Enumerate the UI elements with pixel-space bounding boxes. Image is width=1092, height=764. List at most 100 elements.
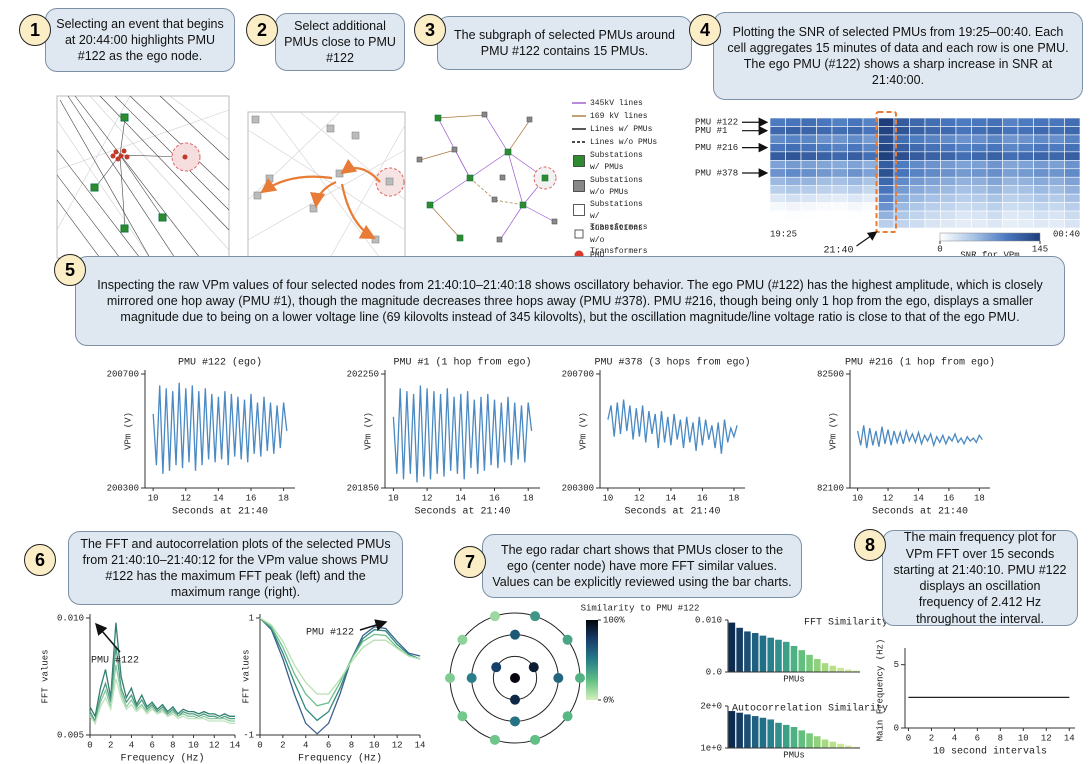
- highlight-column: [875, 111, 897, 233]
- data-line: [856, 425, 983, 449]
- heatmap-cell: [878, 134, 895, 144]
- x-tick-label: 10: [852, 493, 863, 503]
- data-line: [259, 617, 421, 695]
- heatmap-cell: [847, 134, 864, 144]
- step-badge: 3: [414, 14, 446, 46]
- heatmap-cell: [1048, 219, 1065, 229]
- x-axis-label: 10 second intervals: [933, 746, 1047, 758]
- heatmap-cell: [924, 134, 941, 144]
- x-tick-label: 0: [87, 740, 92, 750]
- y-tick-label: 0: [894, 723, 899, 733]
- radar-node: [530, 734, 541, 745]
- data-line: [259, 617, 421, 735]
- y-axis-label: FFT values: [40, 649, 50, 703]
- bar: [845, 669, 852, 672]
- heatmap-cell: [769, 185, 786, 195]
- y-axis-label: VPm (V): [363, 412, 373, 450]
- heatmap-cell: [785, 176, 802, 186]
- heatmap-cell: [847, 193, 864, 203]
- y-tick-label: 0.005: [57, 730, 84, 740]
- heatmap-cell: [909, 210, 926, 220]
- heatmap-cell: [831, 151, 848, 161]
- annotation: PMU #122: [306, 628, 354, 639]
- x-tick-label: 12: [209, 740, 220, 750]
- legend-label: Lines w/o PMUs: [590, 138, 658, 147]
- heatmap-cell: [909, 126, 926, 136]
- heatmap-cell: [847, 219, 864, 229]
- heatmap-cell: [1033, 219, 1050, 229]
- heatmap-cell: [955, 176, 972, 186]
- x-tick-label: 0: [257, 740, 262, 750]
- heatmap-cell: [1002, 210, 1019, 220]
- y-tick-label: 200300: [562, 483, 594, 493]
- heatmap-cell: [831, 176, 848, 186]
- bar: [767, 719, 774, 748]
- bar: [798, 650, 806, 672]
- bar: [829, 665, 837, 672]
- x-tick-label: 10: [602, 493, 613, 503]
- chart-title: PMU #1 (1 hop from ego): [393, 357, 531, 369]
- heatmap-cell: [831, 143, 848, 153]
- radar-node: [562, 634, 573, 645]
- heatmap-cell: [924, 117, 941, 127]
- radar-node: [457, 711, 468, 722]
- heatmap-cell: [816, 219, 833, 229]
- heatmap-cell: [1002, 193, 1019, 203]
- x-tick-label: 14: [230, 740, 241, 750]
- bar: [744, 714, 751, 748]
- bar: [744, 631, 751, 672]
- legend-label: Substations w/o Transformers: [590, 224, 648, 257]
- x-axis-label: Seconds at 21:40: [172, 506, 268, 518]
- heatmap-cell: [1048, 134, 1065, 144]
- heatmap-cell: [1017, 219, 1034, 229]
- x-tick-label: 18: [523, 493, 534, 503]
- heatmap-cell: [940, 117, 957, 127]
- heatmap-cell: [831, 117, 848, 127]
- heatmap-cell: [785, 151, 802, 161]
- y-tick-label: 1e+0: [700, 743, 722, 753]
- legend-label: Lines w/ PMUs: [590, 125, 653, 134]
- heatmap-cell: [816, 210, 833, 220]
- heatmap-cell: [1017, 151, 1034, 161]
- heatmap-cell: [878, 160, 895, 170]
- y-axis-label: FFT values: [241, 649, 251, 703]
- x-tick-label: 10: [148, 493, 159, 503]
- heatmap-cell: [909, 176, 926, 186]
- heatmap-cell: [831, 160, 848, 170]
- heatmap-cell: [971, 219, 988, 229]
- caption: Inspecting the raw VPm values of four se…: [75, 256, 1065, 346]
- step-badge: 1: [19, 14, 51, 46]
- bar: [751, 716, 759, 748]
- heatmap-cell: [878, 193, 895, 203]
- heatmap-cell: [971, 193, 988, 203]
- heatmap-cell: [986, 210, 1003, 220]
- heatmap-cell: [1017, 202, 1034, 212]
- heatmap-cell: [986, 134, 1003, 144]
- step-badge: 8: [854, 529, 886, 561]
- step-badge: 6: [24, 544, 56, 576]
- bar: [728, 711, 736, 748]
- heatmap-cell: [986, 219, 1003, 229]
- heatmap-cell: [816, 185, 833, 195]
- heatmap-cell: [878, 117, 895, 127]
- heatmap-cell: [1064, 134, 1081, 144]
- heatmap-cell: [878, 219, 895, 229]
- radar-node: [553, 673, 564, 683]
- legend-label: 169 kV lines: [590, 112, 648, 121]
- heatmap-cell: [924, 210, 941, 220]
- x-tick-label: 12: [883, 493, 894, 503]
- heatmap-cell: [785, 193, 802, 203]
- heatmap-cell: [816, 176, 833, 186]
- bar: [814, 736, 821, 748]
- legend-symbol: [573, 204, 585, 216]
- x-tick-label: 14: [913, 493, 924, 503]
- heatmap-cell: [878, 151, 895, 161]
- bar: [759, 717, 767, 748]
- heatmap-cell: [955, 185, 972, 195]
- heatmap-cell: [800, 202, 817, 212]
- heatmap-cell: [1033, 143, 1050, 153]
- heatmap-cell: [1033, 160, 1050, 170]
- heatmap-cell: [955, 219, 972, 229]
- heatmap-cell: [955, 160, 972, 170]
- step-badge: 2: [246, 14, 278, 46]
